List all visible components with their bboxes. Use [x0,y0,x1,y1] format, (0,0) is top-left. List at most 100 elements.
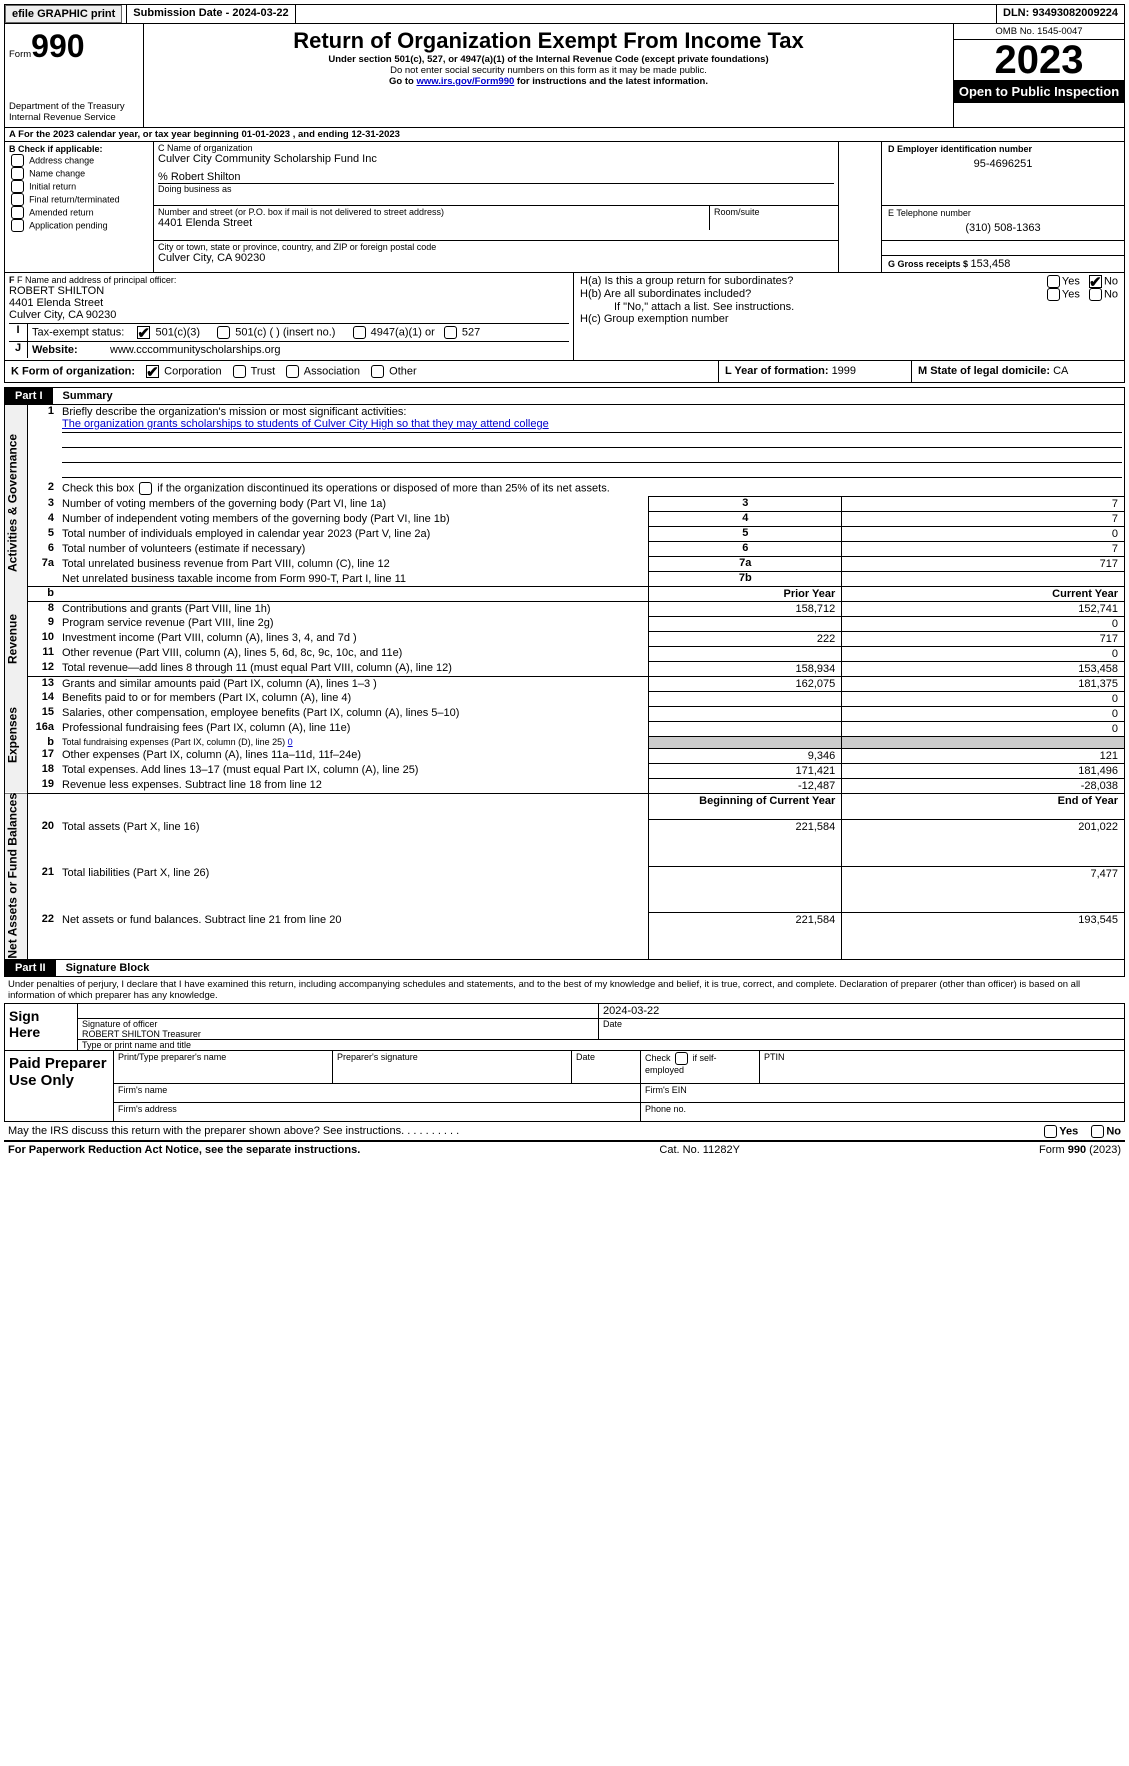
irs-label: Internal Revenue Service [9,112,139,123]
mission-text: The organization grants scholarships to … [62,418,549,430]
cb-initial-return[interactable] [11,180,24,193]
entity-block: B Check if applicable: Address change Na… [4,142,1125,273]
table-row: Grants and similar amounts paid (Part IX… [60,676,649,691]
cb-ha-no[interactable] [1089,275,1102,288]
label-phone: E Telephone number [888,208,1118,218]
form-footer: Form 990 (2023) [1039,1144,1121,1156]
cb-501c3[interactable] [137,326,150,339]
side-label-governance: Activities & Governance [5,405,28,601]
label-org-name: C Name of organization [158,143,834,153]
officer-sign-name: ROBERT SHILTON Treasurer [82,1029,594,1039]
cb-501c[interactable] [217,326,230,339]
table-row: Salaries, other compensation, employee b… [60,706,649,721]
irs-link[interactable]: www.irs.gov/Form990 [416,76,514,87]
col-boy: Beginning of Current Year [649,793,842,820]
form-title: Return of Organization Exempt From Incom… [152,28,945,54]
label-firm-ein: Firm's EIN [641,1084,1125,1103]
sign-here-block: Sign Here 2024-03-22 Signature of office… [4,1003,1125,1051]
paid-preparer-block: Paid Preparer Use Only Print/Type prepar… [4,1051,1125,1122]
gov-row: 7aTotal unrelated business revenue from … [5,557,1125,572]
hb-note: If "No," attach a list. See instructions… [580,301,1118,313]
table-row: Total liabilities (Part X, line 26) [60,866,649,913]
form-prefix: Form [9,49,31,60]
city-state-zip: Culver City, CA 90230 [158,252,834,264]
label-ein: D Employer identification number [888,144,1118,154]
open-to-public: Open to Public Inspection [954,80,1124,103]
section-b: B Check if applicable: Address change Na… [5,142,154,273]
cb-amended-return[interactable] [11,206,24,219]
col-eoy: End of Year [842,793,1125,820]
cb-trust[interactable] [233,365,246,378]
cb-discontinued[interactable] [139,482,152,495]
side-label-revenue: Revenue [5,601,28,676]
label-preparer-name: Print/Type preparer's name [114,1051,333,1084]
part-i-body: Activities & Governance 1 Briefly descri… [4,405,1125,960]
cb-other[interactable] [371,365,384,378]
form-header: Form990 Department of the Treasury Inter… [4,24,1125,128]
cb-association[interactable] [286,365,299,378]
label-ptin: PTIN [760,1051,1125,1084]
cb-discuss-no[interactable] [1091,1125,1104,1138]
col-prior-year: Prior Year [649,586,842,601]
line-a: A For the 2023 calendar year, or tax yea… [4,128,1125,142]
officer-addr1: 4401 Elenda Street [9,297,569,309]
label-phone-no: Phone no. [641,1103,1125,1122]
cb-hb-no[interactable] [1089,288,1102,301]
gov-row: 6Total number of volunteers (estimate if… [5,542,1125,557]
label-form-org: K Form of organization: [11,365,135,377]
line-16b: Total fundraising expenses (Part IX, col… [60,736,649,748]
org-name: Culver City Community Scholarship Fund I… [158,153,834,165]
table-row: Professional fundraising fees (Part IX, … [60,721,649,736]
cb-name-change[interactable] [11,167,24,180]
ein: 95-4696251 [888,154,1118,174]
label-principal-officer: F F Name and address of principal office… [9,275,569,285]
dln: DLN: 93493082009224 [996,5,1124,23]
cb-corporation[interactable] [146,365,159,378]
cb-final-return[interactable] [11,193,24,206]
cb-ha-yes[interactable] [1047,275,1060,288]
cb-527[interactable] [444,326,457,339]
page-footer: For Paperwork Reduction Act Notice, see … [4,1141,1125,1158]
label-tax-exempt: Tax-exempt status: [32,326,124,338]
label-firm-addr: Firm's address [114,1103,641,1122]
label-mission: Briefly describe the organization's miss… [62,406,406,418]
col-current-year: Current Year [842,586,1125,601]
cb-application-pending[interactable] [11,219,24,232]
care-of: % Robert Shilton [158,171,834,183]
cb-4947[interactable] [353,326,366,339]
cb-hb-yes[interactable] [1047,288,1060,301]
gov-row: Net unrelated business taxable income fr… [5,572,1125,587]
dept-treasury: Department of the Treasury [9,101,139,112]
side-label-netassets: Net Assets or Fund Balances [5,793,28,960]
line-2: Check this box if the organization disco… [60,481,1125,497]
label-preparer-sig: Preparer's signature [333,1051,572,1084]
tax-year: 2023 [954,40,1124,80]
table-row: Benefits paid to or for members (Part IX… [60,691,649,706]
table-row: Program service revenue (Part VIII, line… [60,616,649,631]
phone: (310) 508-1363 [888,218,1118,238]
paid-preparer-label: Paid Preparer Use Only [5,1051,114,1122]
discuss-line: May the IRS discuss this return with the… [4,1122,1125,1141]
perjury-statement: Under penalties of perjury, I declare th… [4,977,1125,1003]
table-row: Net assets or fund balances. Subtract li… [60,913,649,960]
label-firm-name: Firm's name [114,1084,641,1103]
label-room: Room/suite [710,206,839,230]
cb-address-change[interactable] [11,154,24,167]
top-bar: efile GRAPHIC print Submission Date - 20… [4,4,1125,24]
cat-no: Cat. No. 11282Y [659,1144,740,1156]
label-hb: H(b) Are all subordinates included? [580,288,810,301]
label-hc: H(c) Group exemption number [580,313,1118,325]
label-website: Website: [28,342,107,359]
cb-discuss-yes[interactable] [1044,1125,1057,1138]
officer-name: ROBERT SHILTON [9,285,569,297]
goto-link-line: Go to www.irs.gov/Form990 for instructio… [152,76,945,87]
gov-row: 5Total number of individuals employed in… [5,527,1125,542]
label-preparer-date: Date [572,1051,641,1084]
label-dba: Doing business as [158,183,834,194]
label-type-name: Type or print name and title [78,1040,1125,1051]
year-formation: L Year of formation: 1999 [719,361,912,383]
sign-date: 2024-03-22 [599,1004,1125,1019]
efile-print-button[interactable]: efile GRAPHIC print [5,5,122,23]
cb-self-employed[interactable] [675,1052,688,1065]
website: www.cccommunityscholarships.org [106,342,569,359]
